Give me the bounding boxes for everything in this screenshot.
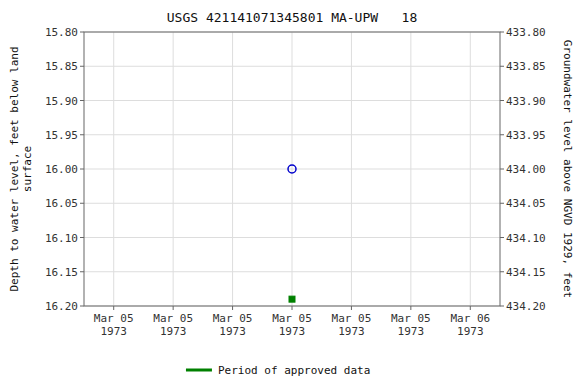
y-tick-label: 16.00 [45,163,78,176]
x-tick-label-line: Mar 05 [272,312,312,325]
y2-tick-label: 434.15 [506,266,546,279]
x-tick-label-line: Mar 05 [213,312,253,325]
y-tick-label: 16.15 [45,266,78,279]
x-tick-label: Mar 051973 [213,312,253,338]
title: USGS 421141071345801 MA-UPW 18 [167,10,417,25]
y-tick-label: 15.80 [45,26,78,39]
y2-tick [500,100,504,101]
y-tick-label: 15.85 [45,60,78,73]
y-tick [80,203,84,204]
y-tick [80,169,84,170]
y2-tick [500,134,504,135]
y2-tick-label: 433.85 [506,60,546,73]
legend-swatch [186,369,212,372]
y2-axis-label: Groundwater level above NGVD 1929, feet [561,40,574,298]
y2-tick [500,237,504,238]
x-tick-label: Mar 051973 [391,312,431,338]
x-tick-label-line: Mar 05 [391,312,431,325]
y2-tick [500,66,504,67]
x-tick [232,306,233,310]
grid [84,32,500,306]
y-axis-label: Depth to water level, feet below landsur… [8,46,34,291]
y-tick-label: 16.05 [45,197,78,210]
y2-tick-label: 433.90 [506,95,546,108]
grid-line [232,32,233,306]
chart: 15.80 15.85 15.90 15.95 16.00 16.05 16.10 16.15… [0,0,576,384]
x-tick-label-line: 1973 [338,325,365,338]
x-tick-label-line: 1973 [219,325,246,338]
x-tick-label-line: 1973 [279,325,306,338]
x-tick [292,306,293,310]
x-tick-label: Mar 051973 [94,312,134,338]
grid-line [113,32,114,306]
y-tick [80,271,84,272]
y2-tick-label: 434.10 [506,232,546,245]
point-circle [288,165,296,173]
grid-line [292,32,293,306]
point-square [289,296,295,302]
x-tick-label-line: Mar 06 [450,312,490,325]
x-tick-label-line: Mar 05 [332,312,372,325]
y2-tick [500,271,504,272]
x-tick [173,306,174,310]
axes: 15.80 15.85 15.90 15.95 16.00 16.05 16.10 16.15… [45,26,546,338]
x-tick-label: Mar 051973 [332,312,372,338]
legend: Period of approved data [186,364,370,377]
x-tick [113,306,114,310]
plot-frame [84,32,500,306]
y2-tick-label: 434.20 [506,300,546,313]
y-tick [80,66,84,67]
y2-tick [500,169,504,170]
grid-line [173,32,174,306]
y-tick-label: 15.95 [45,129,78,142]
grid-line [410,32,411,306]
y-tick [80,306,84,307]
y-axis-label-line: Depth to water level, feet below land [8,46,21,291]
y-tick [80,237,84,238]
x-tick [351,306,352,310]
x-tick-label: Mar 051973 [272,312,312,338]
x-tick-label-line: 1973 [398,325,425,338]
grid-line [470,32,471,306]
x-tick-label-line: Mar 05 [94,312,134,325]
marks [288,165,296,302]
x-tick-label: Mar 051973 [153,312,193,338]
grid-line [351,32,352,306]
y2-tick [500,32,504,33]
y2-tick-label: 434.00 [506,163,546,176]
y2-tick [500,203,504,204]
x-tick-label-line: 1973 [160,325,187,338]
y2-tick-label: 433.95 [506,129,546,142]
y2-tick [500,306,504,307]
y2-tick-label: 433.80 [506,26,546,39]
y-tick [80,32,84,33]
x-tick-label-line: 1973 [457,325,484,338]
x-tick-label: Mar 061973 [450,312,490,338]
x-tick-label-line: 1973 [100,325,127,338]
y2-tick-label: 434.05 [506,197,546,210]
y-tick [80,134,84,135]
y-tick-label: 16.10 [45,232,78,245]
y-tick-label: 15.90 [45,95,78,108]
x-tick [410,306,411,310]
y-axis-label-line: surface [21,146,34,192]
y-tick [80,100,84,101]
x-tick [470,306,471,310]
y-tick-label: 16.20 [45,300,78,313]
legend-label: Period of approved data [218,364,370,377]
x-tick-label-line: Mar 05 [153,312,193,325]
